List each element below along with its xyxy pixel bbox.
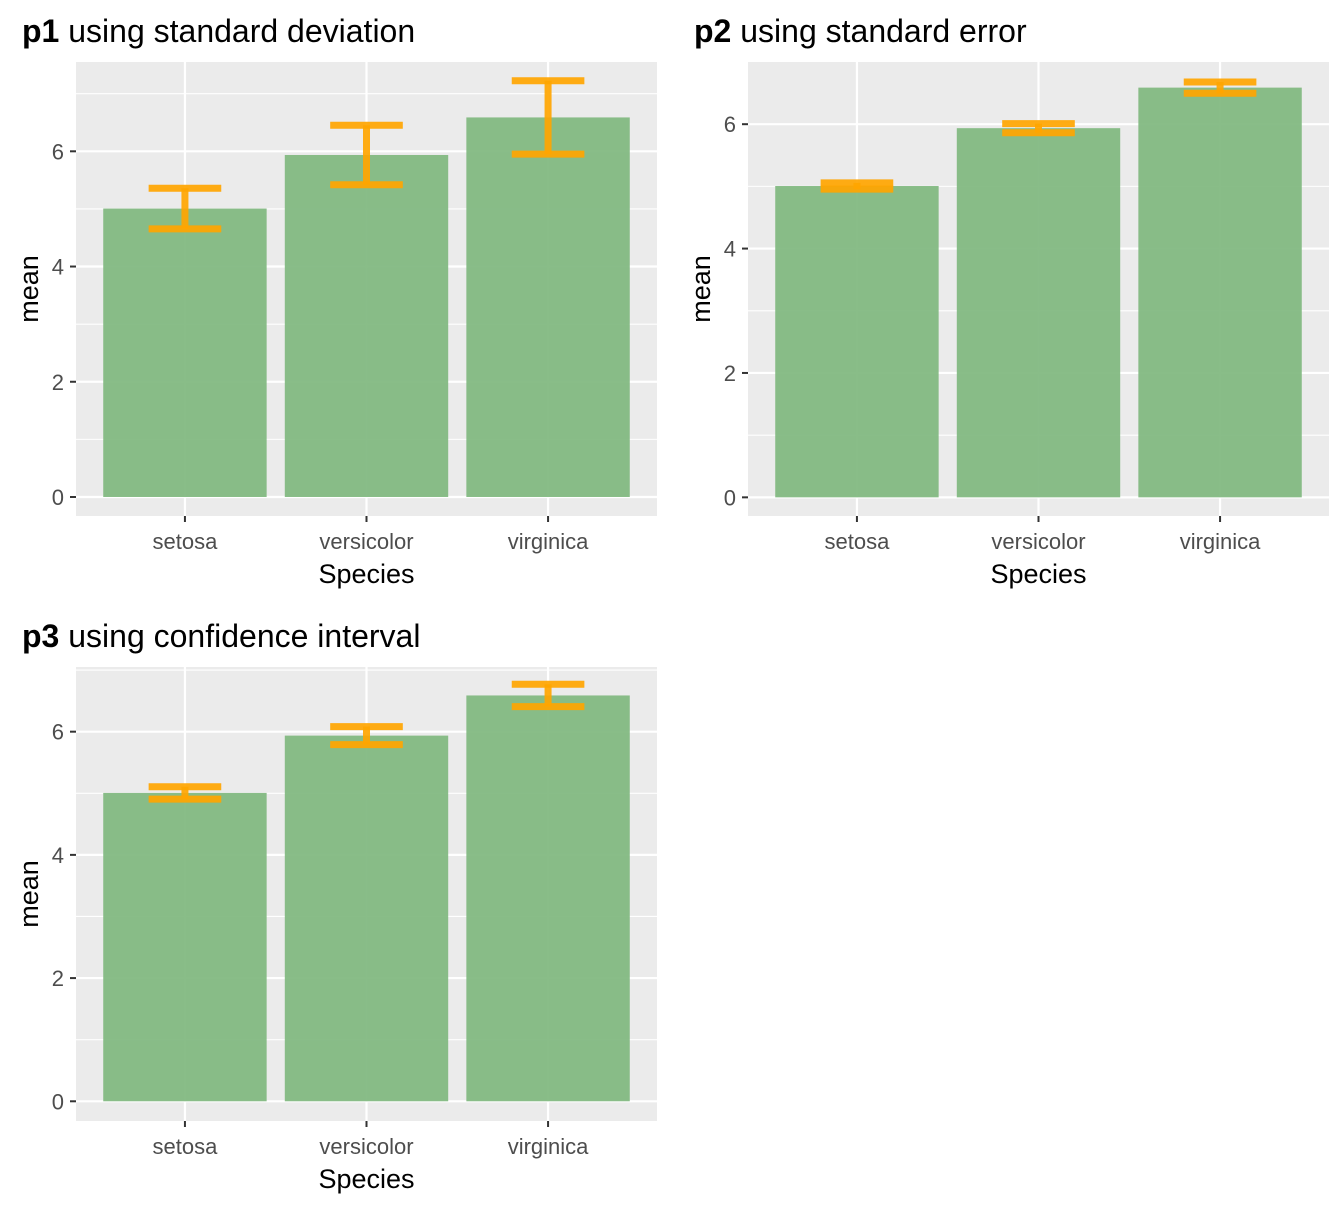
y-tick-label: 4 <box>724 237 736 262</box>
bar-setosa <box>103 208 267 497</box>
errorbar-virginica <box>511 77 585 158</box>
y-tick-label: 0 <box>52 1089 64 1114</box>
errorbar-setosa <box>148 184 222 233</box>
errorbar-versicolor <box>1002 120 1075 137</box>
x-tick-label: virginica <box>508 529 589 554</box>
x-tick-label: versicolor <box>991 529 1085 554</box>
x-axis-label: Species <box>318 1164 414 1194</box>
x-tick-label: setosa <box>153 529 219 554</box>
bar-versicolor <box>284 735 449 1102</box>
chart-title-text: using standard deviation <box>68 13 415 49</box>
errorbar-virginica <box>511 680 585 711</box>
y-tick-label: 4 <box>52 843 64 868</box>
panel-p1: p1 using standard deviation 0 2 4 6 setosa ver… <box>0 0 672 604</box>
bar-versicolor <box>284 154 449 497</box>
errorbar-virginica <box>1183 78 1257 97</box>
y-tick-label: 0 <box>52 485 64 510</box>
y-axis-label: mean <box>14 255 44 323</box>
chart-title-tag: p3 <box>22 618 68 654</box>
panel-p2: p2 using standard error 0 2 4 6 setosa versico… <box>672 0 1344 604</box>
bar-setosa <box>775 186 939 498</box>
x-tick-label: virginica <box>508 1134 589 1159</box>
errorbar-versicolor <box>330 121 403 189</box>
x-tick-label: setosa <box>825 529 891 554</box>
chart-svg: p3 using confidence interval 0 2 4 6 setosa ve… <box>14 618 657 1194</box>
x-tick-label: virginica <box>1180 529 1261 554</box>
y-axis-label: mean <box>14 860 44 928</box>
errorbar-versicolor <box>330 723 403 749</box>
y-tick-label: 4 <box>52 255 64 280</box>
x-tick-label: setosa <box>153 1134 219 1159</box>
y-tick-label: 6 <box>52 139 64 164</box>
bar-versicolor <box>956 128 1121 498</box>
errorbar-setosa <box>148 783 222 803</box>
chart-title-tag: p2 <box>694 13 740 49</box>
x-tick-label: versicolor <box>319 1134 413 1159</box>
bar-virginica <box>466 117 630 497</box>
x-tick-label: versicolor <box>319 529 413 554</box>
errorbar-setosa <box>820 179 894 193</box>
panel-p3: p3 using confidence interval 0 2 4 6 setosa ve… <box>0 605 672 1209</box>
chart-title: p2 using standard error <box>694 13 1027 49</box>
chart-title: p3 using confidence interval <box>22 618 420 654</box>
chart-title: p1 using standard deviation <box>22 13 415 49</box>
y-tick-label: 6 <box>724 112 736 137</box>
bar-virginica <box>466 695 630 1102</box>
chart-title-text: using standard error <box>740 13 1027 49</box>
chart-svg: p2 using standard error 0 2 4 6 setosa versico… <box>686 13 1329 589</box>
bar-setosa <box>103 792 267 1102</box>
x-axis-label: Species <box>990 559 1086 589</box>
chart-title-tag: p1 <box>22 13 68 49</box>
y-tick-label: 0 <box>724 485 736 510</box>
y-tick-label: 2 <box>724 361 736 386</box>
y-tick-label: 6 <box>52 720 64 745</box>
y-tick-label: 2 <box>52 966 64 991</box>
x-axis-label: Species <box>318 559 414 589</box>
chart-svg: p1 using standard deviation 0 2 4 6 setosa ver… <box>14 13 657 589</box>
y-tick-label: 2 <box>52 370 64 395</box>
chart-title-text: using confidence interval <box>68 618 420 654</box>
bar-virginica <box>1138 87 1302 498</box>
y-axis-label: mean <box>686 255 716 323</box>
